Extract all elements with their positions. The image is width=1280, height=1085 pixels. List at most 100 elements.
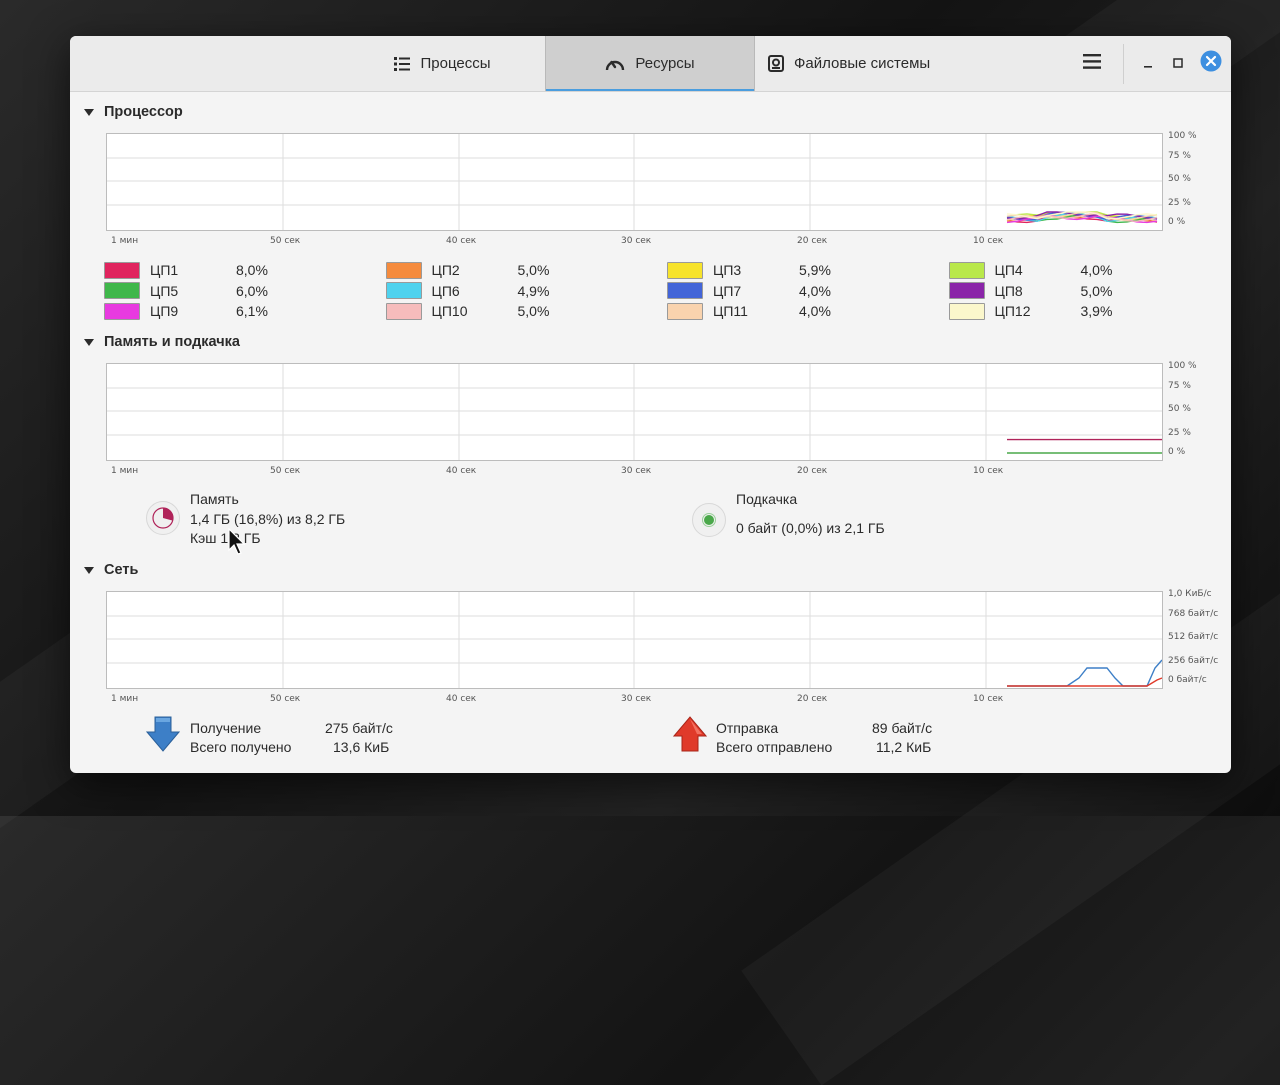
x-axis-tick-label: 40 сек bbox=[446, 694, 477, 704]
send-total-label: Всего отправлено bbox=[716, 739, 833, 755]
cpu-name: ЦП3 bbox=[713, 262, 742, 278]
memory-usage: 1,4 ГБ (16,8%) из 8,2 ГБ bbox=[190, 510, 346, 527]
cpu-x-axis: 1 мин 50 сек 40 сек 30 сек 20 сек 10 сек bbox=[106, 236, 1161, 250]
cpu-legend-item[interactable]: ЦП7 4,0% bbox=[667, 281, 831, 301]
disk-icon bbox=[768, 55, 784, 72]
cpu-name: ЦП7 bbox=[713, 282, 742, 299]
system-monitor-window: Процессы Ресурсы Файловые системы bbox=[70, 36, 1231, 773]
x-axis-tick-label: 30 сек bbox=[621, 236, 652, 246]
maximize-icon bbox=[1173, 55, 1183, 73]
cpu-legend-item[interactable]: ЦП12 3,9% bbox=[948, 301, 1113, 321]
network-section-header[interactable]: Сеть bbox=[84, 562, 138, 578]
cpu-color-swatch[interactable] bbox=[948, 261, 985, 279]
maximize-button[interactable] bbox=[1163, 36, 1193, 91]
cpu-value: 4,0% bbox=[799, 282, 831, 299]
tab-resources-label: Ресурсы bbox=[635, 55, 695, 72]
graph-canvas bbox=[107, 134, 1162, 230]
close-button[interactable] bbox=[1196, 36, 1226, 91]
x-axis-tick-label: 30 сек bbox=[621, 694, 652, 704]
cpu-name: ЦП1 bbox=[150, 262, 179, 278]
receive-total-label: Всего получено bbox=[190, 739, 292, 755]
cpu-color-swatch[interactable] bbox=[104, 261, 140, 279]
x-axis-tick-label: 20 сек bbox=[797, 236, 828, 246]
y-axis-tick-label: 25 % bbox=[1168, 428, 1191, 438]
memory-y-axis: 100 % 75 % 50 % 25 % 0 % bbox=[1164, 361, 1231, 459]
y-axis-tick-label: 0 байт/с bbox=[1168, 675, 1207, 685]
x-axis-tick-label: 40 сек bbox=[446, 466, 477, 476]
cpu-name: ЦП10 bbox=[431, 303, 468, 319]
cpu-legend-item[interactable]: ЦП11 4,0% bbox=[667, 301, 831, 321]
cpu-section-title: Процессор bbox=[104, 104, 183, 120]
memory-info: Память 1,4 ГБ (16,8%) из 8,2 ГБ Кэш 1,2 … bbox=[190, 490, 345, 549]
cpu-legend-item[interactable]: ЦП1 8,0% bbox=[104, 260, 268, 280]
send-rate: 89 байт/с bbox=[872, 720, 933, 736]
x-axis-tick-label: 10 сек bbox=[973, 466, 1004, 476]
swap-pie-icon bbox=[692, 503, 726, 537]
y-axis-tick-label: 0 % bbox=[1168, 217, 1186, 227]
x-axis-tick-label: 10 сек bbox=[973, 236, 1004, 246]
tab-processes[interactable]: Процессы bbox=[340, 36, 545, 91]
y-axis-tick-label: 1,0 КиБ/с bbox=[1168, 589, 1212, 599]
network-history-graph bbox=[106, 591, 1163, 689]
cpu-history-graph bbox=[106, 133, 1163, 231]
tab-file-systems[interactable]: Файловые системы bbox=[754, 36, 954, 91]
hamburger-icon bbox=[1083, 53, 1101, 74]
tab-resources[interactable]: Ресурсы bbox=[545, 36, 755, 91]
mouse-pointer-icon bbox=[228, 527, 248, 561]
cpu-color-swatch[interactable] bbox=[104, 302, 140, 320]
cpu-value: 5,9% bbox=[799, 262, 831, 278]
memory-section-header[interactable]: Память и подкачка bbox=[84, 334, 240, 350]
x-axis-tick-label: 20 сек bbox=[797, 694, 828, 704]
cpu-value: 8,0% bbox=[236, 262, 268, 278]
cpu-color-swatch[interactable] bbox=[385, 302, 422, 320]
main-menu-button[interactable] bbox=[1075, 36, 1109, 91]
cpu-legend-item[interactable]: ЦП9 6,1% bbox=[104, 301, 268, 321]
cpu-legend-item[interactable]: ЦП5 6,0% bbox=[104, 281, 268, 301]
cpu-name: ЦП8 bbox=[994, 282, 1023, 299]
cpu-legend-item[interactable]: ЦП4 4,0% bbox=[948, 260, 1112, 280]
swap-label: Подкачка bbox=[736, 491, 798, 507]
expander-arrow-icon bbox=[84, 566, 94, 574]
send-total: 11,2 КиБ bbox=[876, 739, 932, 755]
y-axis-tick-label: 25 % bbox=[1168, 198, 1191, 208]
cpu-legend-item[interactable]: ЦП10 5,0% bbox=[385, 301, 550, 321]
send-series-line bbox=[1007, 677, 1162, 687]
memory-x-axis: 1 мин 50 сек 40 сек 30 сек 20 сек 10 сек bbox=[106, 466, 1161, 480]
graph-canvas bbox=[107, 364, 1162, 460]
cpu-value: 5,0% bbox=[517, 262, 550, 278]
memory-cache: Кэш 1,2 ГБ bbox=[190, 530, 261, 546]
header-bar: Процессы Ресурсы Файловые системы bbox=[70, 36, 1231, 92]
cpu-name: ЦП12 bbox=[994, 303, 1031, 319]
memory-label: Память bbox=[190, 491, 239, 507]
cpu-color-swatch[interactable] bbox=[667, 261, 703, 279]
x-axis-tick-label: 50 сек bbox=[270, 236, 301, 246]
cpu-legend-item[interactable]: ЦП6 4,9% bbox=[385, 281, 549, 301]
receive-series-line bbox=[1007, 659, 1162, 687]
cpu-color-swatch[interactable] bbox=[948, 302, 985, 320]
cpu-color-swatch[interactable] bbox=[385, 261, 422, 279]
minimize-icon bbox=[1143, 55, 1153, 73]
cpu-value: 5,0% bbox=[517, 303, 550, 319]
cpu-color-swatch[interactable] bbox=[667, 282, 703, 299]
cpu-section-header[interactable]: Процессор bbox=[84, 104, 183, 120]
cpu-color-swatch[interactable] bbox=[667, 302, 703, 320]
network-y-axis: 1,0 КиБ/с 768 байт/с 512 байт/с 256 байт/с 0… bbox=[1164, 589, 1231, 687]
cpu-color-swatch[interactable] bbox=[948, 282, 985, 299]
y-axis-tick-label: 0 % bbox=[1168, 447, 1186, 457]
cpu-value: 3,9% bbox=[1080, 303, 1113, 319]
cpu-legend-item[interactable]: ЦП3 5,9% bbox=[667, 260, 831, 280]
cpu-series-line bbox=[1006, 212, 1158, 222]
cpu-name: ЦП11 bbox=[713, 303, 748, 319]
cpu-legend-item[interactable]: ЦП2 5,0% bbox=[385, 260, 550, 280]
expander-arrow-icon bbox=[84, 108, 94, 116]
graph-canvas bbox=[107, 592, 1162, 688]
cpu-legend-item[interactable]: ЦП8 5,0% bbox=[948, 281, 1112, 301]
y-axis-tick-label: 50 % bbox=[1168, 404, 1191, 414]
y-axis-tick-label: 768 байт/с bbox=[1168, 609, 1219, 619]
cpu-color-swatch[interactable] bbox=[385, 282, 422, 299]
cpu-legend: ЦП1 8,0% ЦП2 5,0% ЦП3 5,9% ЦП4 4,0% ЦП5 6,0% ЦП6 4,… bbox=[104, 260, 1204, 322]
cpu-name: ЦП9 bbox=[150, 303, 179, 319]
x-axis-tick-label: 1 мин bbox=[111, 466, 139, 476]
minimize-button[interactable] bbox=[1133, 36, 1163, 91]
cpu-color-swatch[interactable] bbox=[104, 282, 140, 299]
